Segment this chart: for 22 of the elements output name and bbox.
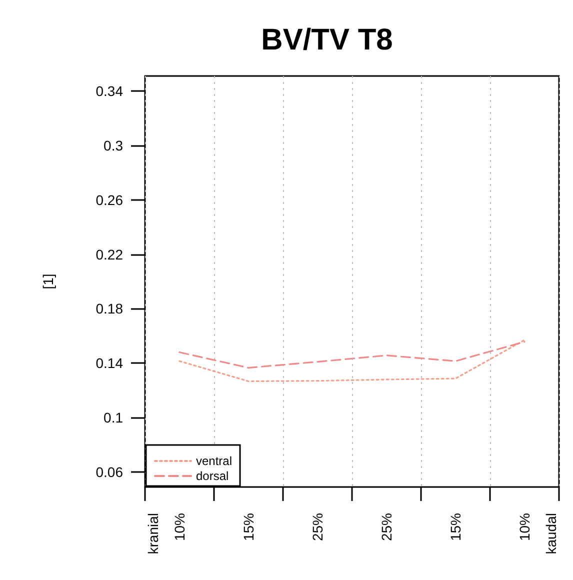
legend-label: ventral	[196, 454, 232, 468]
y-tick-label: 0.34	[96, 82, 124, 99]
y-tick-label: 0.3	[104, 137, 124, 154]
y-axis-title: [1]	[40, 274, 56, 290]
y-tick-label: 0.1	[104, 410, 124, 426]
legend-label: dorsal	[196, 469, 229, 483]
x-tick-label: 15%	[240, 513, 256, 542]
chart-title: BV/TV T8	[261, 24, 393, 56]
text: kaudal	[543, 513, 559, 554]
x-tick-label: 15%	[448, 513, 464, 542]
y-tick-label: 0.06	[96, 464, 124, 480]
y-tick-label: 0.18	[96, 300, 124, 317]
y-tick-label: 0.22	[96, 246, 124, 262]
x-tick-label: 10%	[172, 513, 188, 542]
y-tick-label: 0.26	[96, 192, 124, 208]
text: kranial	[145, 513, 161, 554]
x-tick-label: 10%	[516, 513, 532, 542]
x-tick-label: 25%	[378, 513, 394, 542]
line-series	[178, 340, 526, 369]
line-series	[178, 339, 526, 382]
y-tick-label: 0.14	[96, 355, 124, 372]
x-tick-label: 25%	[310, 513, 326, 542]
